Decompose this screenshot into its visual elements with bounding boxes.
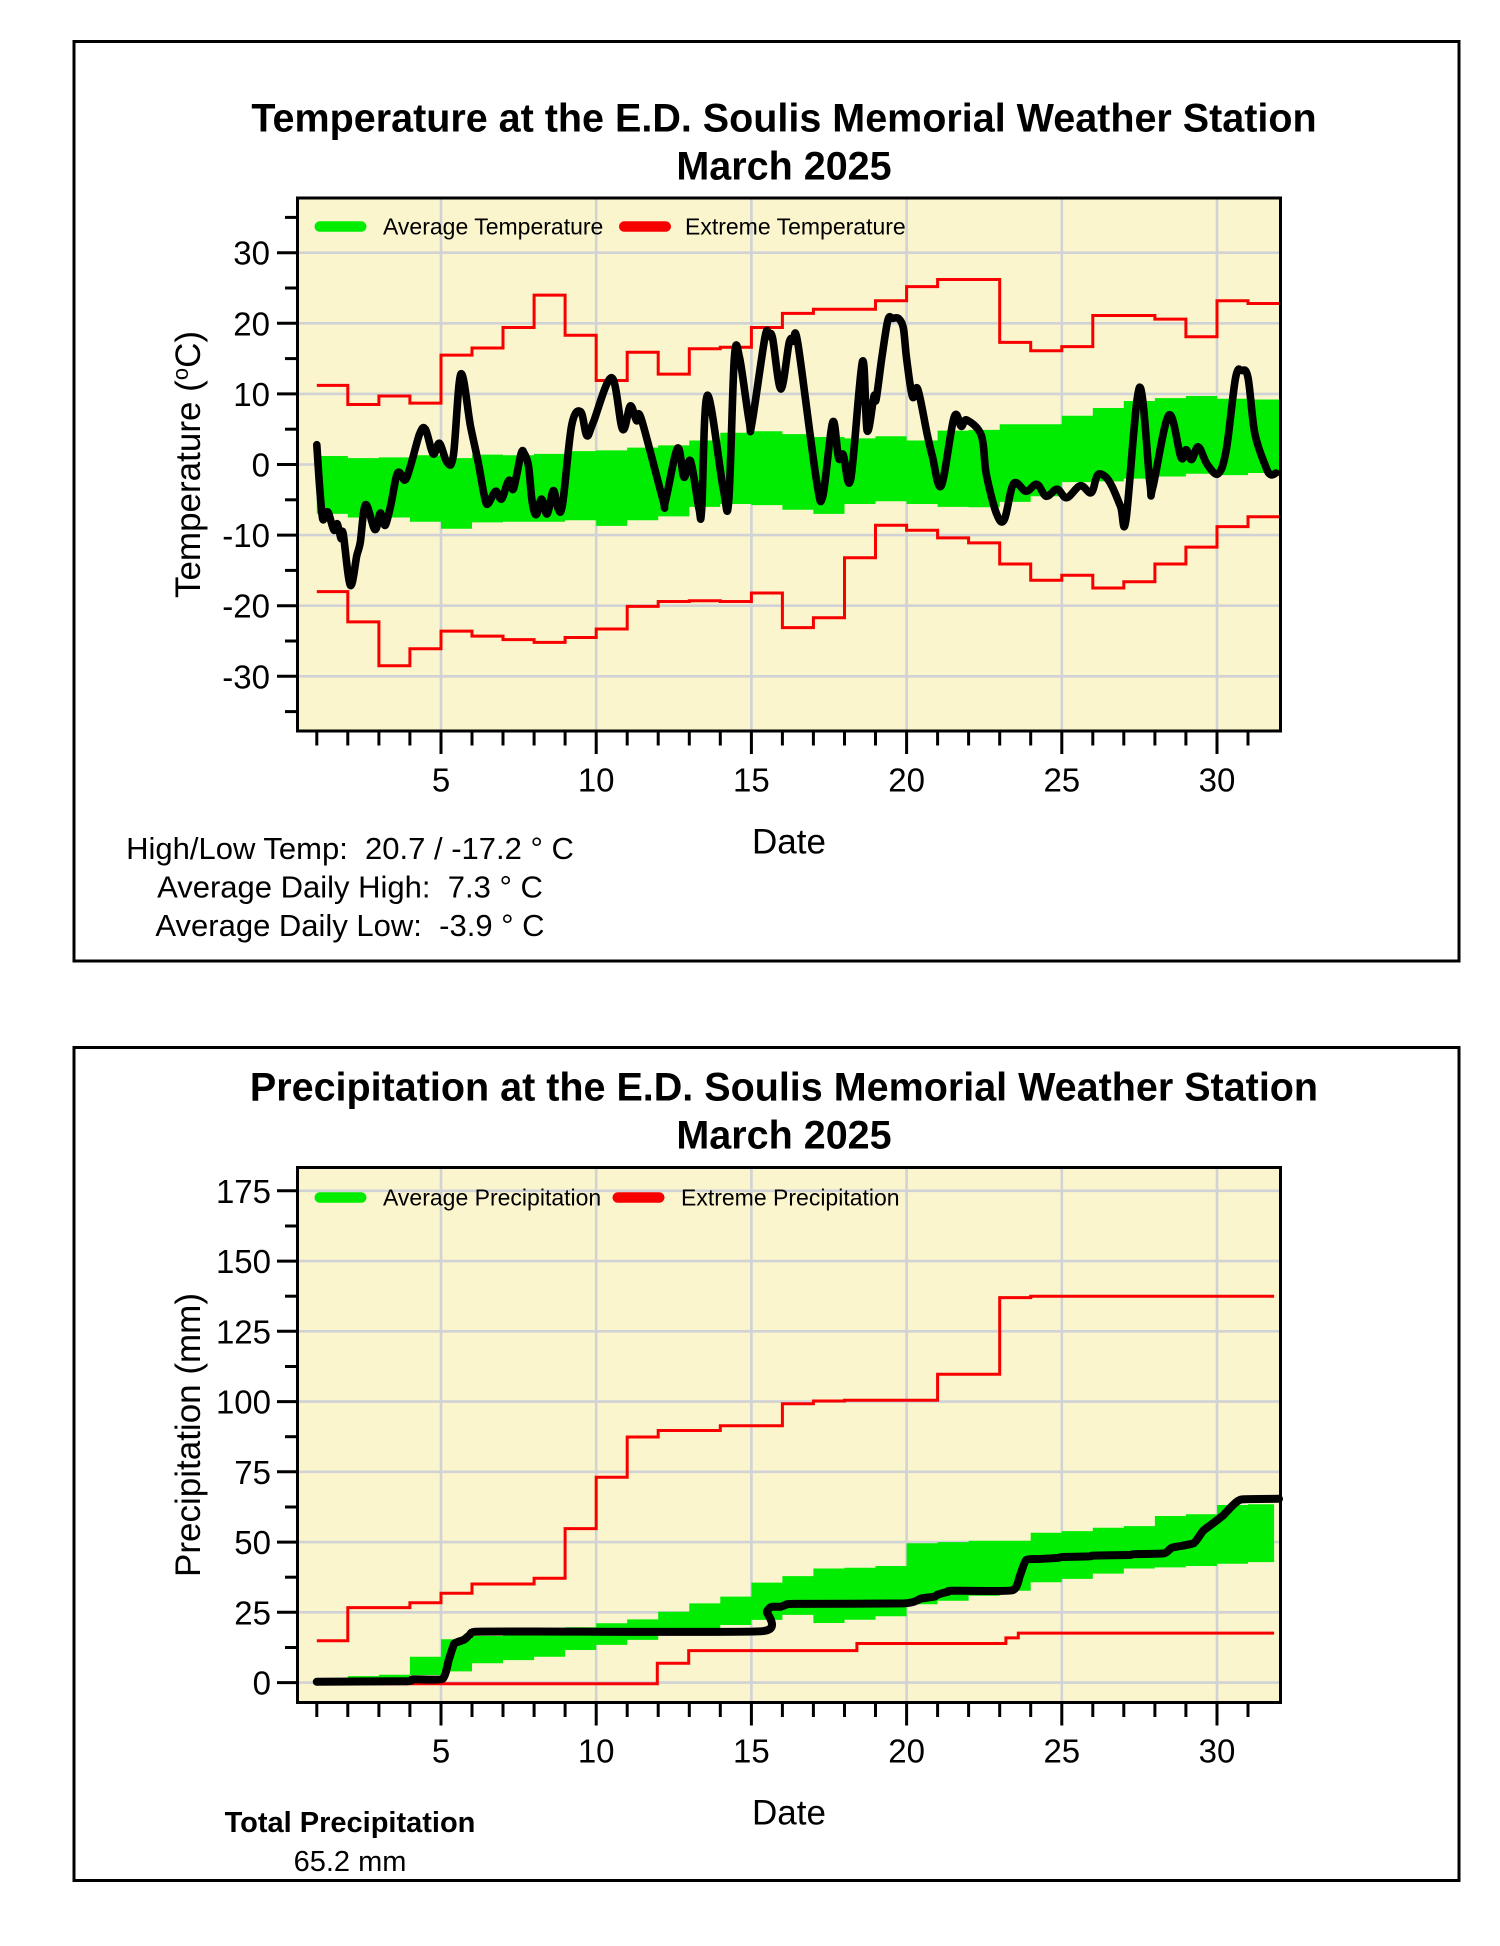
svg-text:Temperature (oC): Temperature (oC) xyxy=(168,331,208,598)
svg-text:20: 20 xyxy=(233,305,270,342)
svg-text:125: 125 xyxy=(216,1313,271,1350)
svg-text:20: 20 xyxy=(888,762,925,799)
svg-text:20: 20 xyxy=(888,1733,925,1770)
svg-text:Total Precipitation: Total Precipitation xyxy=(225,1807,476,1839)
svg-text:10: 10 xyxy=(578,762,615,799)
svg-text:Date: Date xyxy=(752,823,826,862)
svg-text:-30: -30 xyxy=(222,658,270,695)
svg-text:Average Daily High: 7.3 ° C: Average Daily High: 7.3 ° C xyxy=(157,870,543,905)
svg-text:-20: -20 xyxy=(222,588,270,625)
svg-text:Precipitation at the E.D. Soul: Precipitation at the E.D. Soulis Memoria… xyxy=(250,1066,1318,1110)
svg-text:Average Temperature: Average Temperature xyxy=(383,214,603,240)
svg-text:30: 30 xyxy=(1199,1733,1236,1770)
svg-text:March 2025: March 2025 xyxy=(676,145,891,189)
svg-text:10: 10 xyxy=(233,376,270,413)
svg-text:0: 0 xyxy=(252,447,270,484)
svg-text:15: 15 xyxy=(733,1733,770,1770)
svg-text:175: 175 xyxy=(216,1173,271,1210)
svg-text:Temperature at the E.D. Soulis: Temperature at the E.D. Soulis Memorial … xyxy=(251,97,1316,141)
svg-text:0: 0 xyxy=(253,1665,271,1702)
svg-text:March 2025: March 2025 xyxy=(676,1114,891,1158)
svg-text:5: 5 xyxy=(432,762,450,799)
svg-text:75: 75 xyxy=(234,1454,271,1491)
svg-text:10: 10 xyxy=(578,1733,615,1770)
svg-text:150: 150 xyxy=(216,1243,271,1280)
svg-text:25: 25 xyxy=(1043,762,1080,799)
svg-text:Date: Date xyxy=(752,1794,826,1833)
svg-text:Average Daily Low: -3.9 ° C: Average Daily Low: -3.9 ° C xyxy=(155,908,544,943)
svg-text:5: 5 xyxy=(432,1733,450,1770)
svg-text:Extreme Temperature: Extreme Temperature xyxy=(685,214,906,240)
svg-text:Precipitation (mm): Precipitation (mm) xyxy=(169,1293,208,1577)
svg-text:Extreme Precipitation: Extreme Precipitation xyxy=(681,1185,900,1211)
svg-text:Average Precipitation: Average Precipitation xyxy=(383,1185,601,1211)
svg-text:30: 30 xyxy=(233,235,270,272)
svg-text:High/Low Temp: 20.7 / -17.2 °: High/Low Temp: 20.7 / -17.2 ° C xyxy=(126,831,574,866)
svg-text:50: 50 xyxy=(234,1524,271,1561)
svg-text:30: 30 xyxy=(1199,762,1236,799)
svg-text:25: 25 xyxy=(234,1594,271,1631)
svg-text:25: 25 xyxy=(1043,1733,1080,1770)
svg-text:65.2 mm: 65.2 mm xyxy=(294,1846,407,1878)
svg-text:15: 15 xyxy=(733,762,770,799)
svg-text:-10: -10 xyxy=(222,517,270,554)
svg-text:100: 100 xyxy=(216,1384,271,1421)
